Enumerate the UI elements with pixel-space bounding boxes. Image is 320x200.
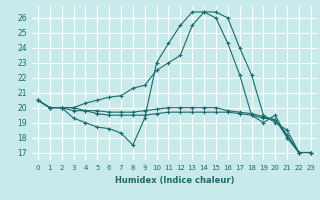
X-axis label: Humidex (Indice chaleur): Humidex (Indice chaleur) <box>115 176 234 185</box>
